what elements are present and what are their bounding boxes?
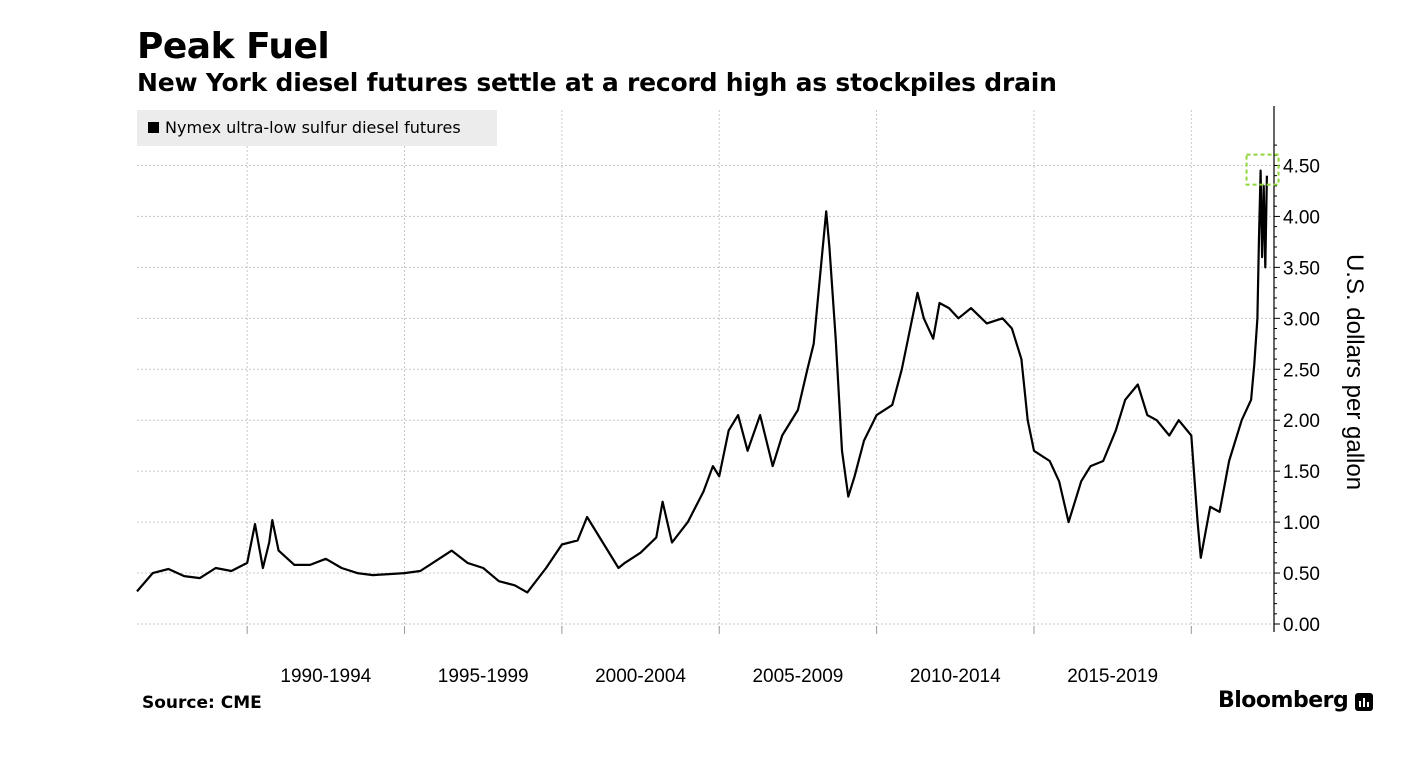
brand-name: Bloomberg [1218, 688, 1349, 713]
brand-logo: Bloomberg [1218, 688, 1374, 713]
y-tick-label: 2.00 [1283, 411, 1320, 432]
y-axis: 0.00 0.50 1.00 1.50 2.00 2.50 3.00 3.50 4.00 4.50 [1273, 106, 1320, 636]
y-tick-label: 1.00 [1283, 513, 1320, 534]
peak-highlight-box [1245, 153, 1280, 186]
y-tick-label: 2.50 [1283, 360, 1320, 381]
y-tick-label: 0.00 [1283, 615, 1320, 636]
x-tick-label: 2015-2019 [1067, 666, 1158, 687]
x-tick-label: 1990-1994 [280, 666, 371, 687]
legend-label: Nymex ultra-low sulfur diesel futures [165, 118, 461, 137]
bloomberg-terminal-icon [1355, 692, 1374, 711]
x-tick-label: 2005-2009 [752, 666, 843, 687]
y-axis-label: U.S. dollars per gallon [1341, 254, 1368, 490]
chart-title: Peak Fuel [137, 26, 330, 67]
grid-lines [137, 110, 1274, 630]
x-tick-label: 2000-2004 [595, 666, 686, 687]
y-tick-label: 4.50 [1283, 156, 1320, 177]
series-line-diesel-futures [136, 169, 1268, 594]
chart-subtitle: New York diesel futures settle at a reco… [137, 68, 1057, 97]
x-tick-label: 2010-2014 [910, 666, 1001, 687]
legend-background [137, 110, 497, 146]
y-tick-label: 3.50 [1283, 258, 1320, 279]
series-group [136, 169, 1268, 594]
y-tick-label: 3.00 [1283, 309, 1320, 330]
y-tick-label: 1.50 [1283, 462, 1320, 483]
x-axis: 1990-1994 1995-1999 2000-2004 2005-2009 2010… [246, 626, 1192, 687]
source-note: Source: CME [142, 693, 262, 713]
x-tick-label: 1995-1999 [438, 666, 529, 687]
legend-swatch [148, 122, 159, 133]
y-tick-label: 4.00 [1283, 207, 1320, 228]
y-tick-label: 0.50 [1283, 564, 1320, 585]
highlight-group [1245, 153, 1280, 186]
